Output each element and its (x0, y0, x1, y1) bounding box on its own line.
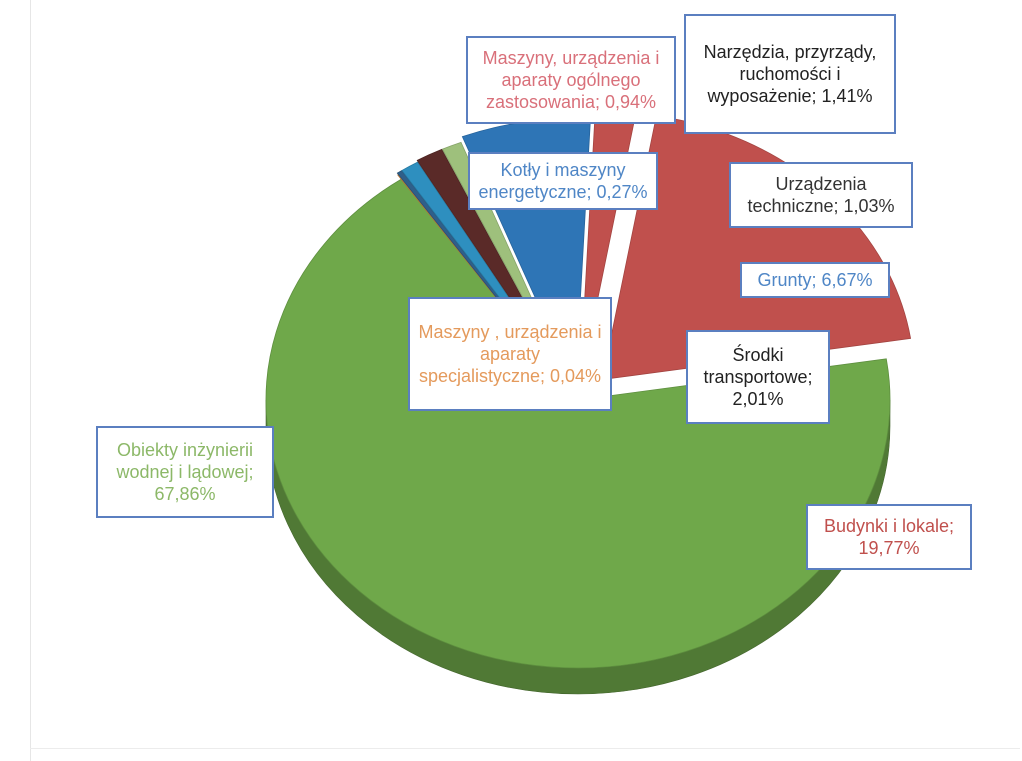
data-label: Grunty; 6,67% (740, 262, 890, 298)
data-label: Maszyny , urządzenia i aparaty specjalis… (408, 297, 612, 411)
data-label: Obiekty inżynierii wodnej i lądowej; 67,… (96, 426, 274, 518)
data-label: Budynki i lokale; 19,77% (806, 504, 972, 570)
data-label: Kotły i maszyny energetyczne; 0,27% (468, 152, 658, 210)
left-rule (30, 0, 31, 761)
data-label: Narzędzia, przyrządy, ruchomości i wypos… (684, 14, 896, 134)
data-label: Maszyny, urządzenia i aparaty ogólnego z… (466, 36, 676, 124)
bottom-rule (30, 748, 1020, 749)
data-label: Środki transportowe; 2,01% (686, 330, 830, 424)
data-label: Urządzenia techniczne; 1,03% (729, 162, 913, 228)
